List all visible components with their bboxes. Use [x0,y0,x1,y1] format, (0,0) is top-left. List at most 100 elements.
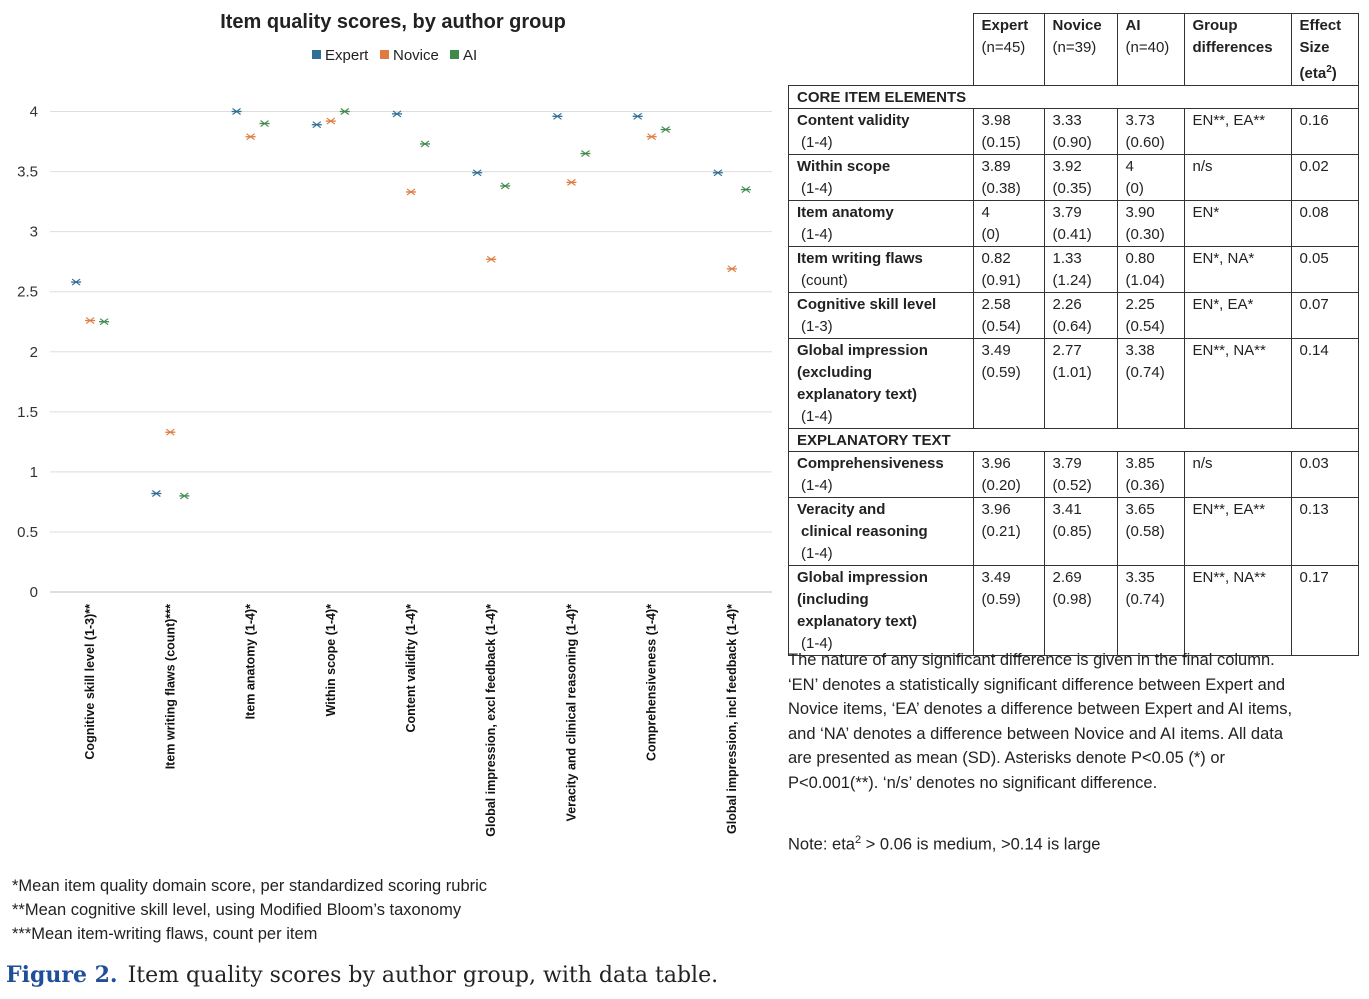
point-novice [486,255,497,263]
cell-novice: 2.69 (0.98) [1043,565,1118,656]
x-category-label: Veracity and clinical reasoning (1-4)* [564,604,578,822]
x-category-label: Within scope (1-4)* [324,604,338,717]
cell-group-diff: EN**, EA** [1183,108,1292,155]
section-core-label: CORE ITEM ELEMENTS [788,85,1359,109]
cell-effect-size: 0.13 [1290,497,1359,566]
cell-expert: 3.89 (0.38) [972,154,1045,201]
legend-swatch-expert [312,50,321,59]
legend-swatch-ai [450,50,459,59]
cell-expert: 3.96 (0.21) [972,497,1045,566]
cell-novice: 3.33 (0.90) [1043,108,1118,155]
cell-novice: 2.77 (1.01) [1043,338,1118,429]
row-measure: Content validity (1-4) [788,108,974,155]
cell-novice: 3.79 (0.41) [1043,200,1118,247]
footnote-2: **Mean cognitive skill level, using Modi… [12,901,462,919]
x-category-label: Item writing flaws (count)*** [163,604,177,769]
cell-effect-size: 0.02 [1290,154,1359,201]
point-novice [325,117,336,125]
table-row: Cognitive skill level (1-3) 2.58 (0.54) 2.26… [788,292,1359,339]
cell-group-diff: EN**, EA** [1183,497,1292,566]
y-tick-label: 0 [30,584,38,601]
table-row: Content validity (1-4) 3.98 (0.15) 3.33 (0.90… [788,108,1359,155]
footnote-3: ***Mean item-writing flaws, count per it… [12,925,318,943]
cell-expert: 4 (0) [972,200,1045,247]
table-row: Item writing flaws (count) 0.82 (0.91) 1.33(… [788,246,1359,293]
x-category-label: Content validity (1-4)* [404,604,418,733]
y-tick-label: 4 [30,104,38,121]
x-category-label: Cognitive skill level (1-3)** [83,604,97,760]
point-ai [259,120,270,127]
point-ai [99,318,110,326]
data-table: Expert (n=45) Novice (n=39) AI (n=40) Group… [788,13,1359,656]
point-expert [392,110,402,118]
cell-ai: 4 (0) [1116,154,1185,201]
y-tick-label: 2.5 [17,284,38,301]
point-expert [151,490,162,497]
point-ai [420,140,430,148]
x-category-label: Global impression, incl feedback (1-4)* [725,604,739,834]
point-expert [472,169,483,177]
x-category-label: Comprehensiveness (1-4)* [645,604,659,761]
section-core: CORE ITEM ELEMENTS [788,85,1359,109]
table-row: Comprehensiveness (1-4) 3.96 (0.20) 3.79 (0.5… [788,451,1359,498]
point-novice [566,178,577,186]
table-corner [788,13,974,86]
header-expert: Expert (n=45) [972,13,1045,86]
cell-novice: 3.41 (0.85) [1043,497,1118,566]
header-novice: Novice (n=39) [1043,13,1118,86]
table-row: Within scope (1-4) 3.89 (0.38) 3.92 (0.35) 4 (0… [788,154,1359,201]
cell-ai: 3.35 (0.74) [1116,565,1185,656]
y-tick-label: 1.5 [17,404,38,421]
cell-effect-size: 0.05 [1290,246,1359,293]
point-expert [71,278,82,286]
cell-novice: 1.33 (1.24) [1043,246,1118,293]
point-novice [245,133,256,141]
y-axis: 0 0.5 1 1.5 2 2.5 3 3.5 4 [17,104,38,602]
table-note: The nature of any significant difference… [788,651,1293,792]
cell-effect-size: 0.17 [1290,565,1359,656]
chart-title: Item quality scores, by author group [220,11,566,33]
row-measure: Item writing flaws (count) [788,246,974,293]
point-novice [85,317,96,324]
section-explanatory: EXPLANATORY TEXT [788,428,1359,452]
cell-effect-size: 0.08 [1290,200,1359,247]
header-ai: AI (n=40) [1116,13,1185,86]
cell-ai: 3.85 (0.36) [1116,451,1185,498]
legend-label-expert: Expert [325,47,369,64]
header-group-differences: Group differences [1183,13,1292,86]
cell-expert: 0.82 (0.91) [972,246,1045,293]
cell-expert: 3.49 (0.59) [972,338,1045,429]
legend-swatch-novice [380,50,389,59]
y-tick-label: 1 [30,464,38,481]
y-tick-label: 2 [30,344,38,361]
cell-group-diff: EN*, EA* [1183,292,1292,339]
cell-effect-size: 0.03 [1290,451,1359,498]
cell-novice: 3.79 (0.52) [1043,451,1118,498]
point-ai [580,150,591,157]
point-ai [179,492,190,500]
point-ai [740,186,751,194]
data-points [71,108,751,500]
y-tick-label: 0.5 [17,524,38,541]
cell-expert: 3.98 (0.15) [972,108,1045,155]
cell-group-diff: EN**, NA** [1183,338,1292,429]
point-novice [726,265,737,273]
x-category-label: Global impression, excl feedback (1-4)* [484,604,498,837]
cell-ai: 3.38 (0.74) [1116,338,1185,429]
point-expert [552,112,563,120]
row-measure: Global impression (excluding explanatory t… [788,338,974,429]
cell-novice: 3.92 (0.35) [1043,154,1118,201]
row-measure: Comprehensiveness (1-4) [788,451,974,498]
row-measure: Item anatomy (1-4) [788,200,974,247]
point-expert [712,169,723,177]
table-header-row: Expert (n=45) Novice (n=39) AI (n=40) Group… [788,13,1359,86]
cell-ai: 2.25 (0.54) [1116,292,1185,339]
cell-novice: 2.26 (0.64) [1043,292,1118,339]
cell-ai: 3.73 (0.60) [1116,108,1185,155]
y-tick-label: 3 [30,224,38,241]
row-measure: Cognitive skill level (1-3) [788,292,974,339]
figure-caption: Figure 2. Item quality scores by author g… [6,962,718,988]
cell-group-diff: EN* [1183,200,1292,247]
cell-effect-size: 0.07 [1290,292,1359,339]
cell-effect-size: 0.14 [1290,338,1359,429]
